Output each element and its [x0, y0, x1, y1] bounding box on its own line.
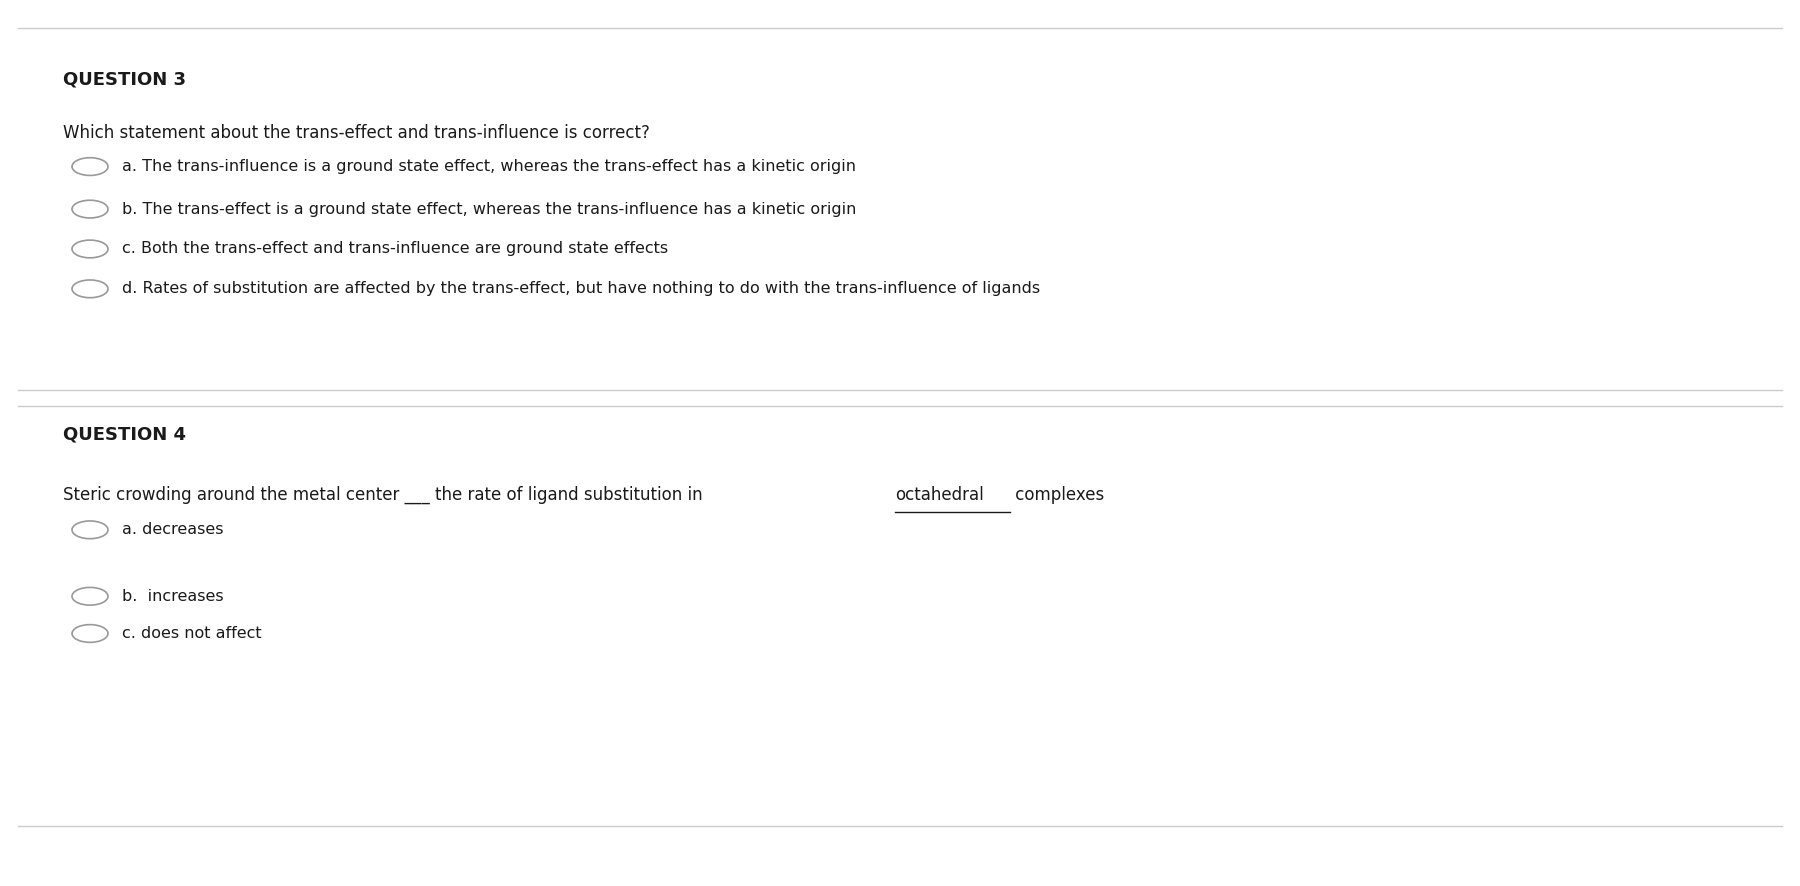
Text: QUESTION 4: QUESTION 4: [63, 425, 185, 443]
Text: Which statement about the trans-effect and trans-influence is correct?: Which statement about the trans-effect a…: [63, 124, 650, 142]
Text: d. Rates of substitution are affected by the trans-effect, but have nothing to d: d. Rates of substitution are affected by…: [122, 282, 1040, 296]
Text: a. The trans-influence is a ground state effect, whereas the trans-effect has a : a. The trans-influence is a ground state…: [122, 159, 857, 174]
Text: complexes: complexes: [1010, 486, 1103, 503]
Text: c. does not affect: c. does not affect: [122, 626, 263, 641]
Text: octahedral: octahedral: [895, 486, 985, 503]
Text: b.  increases: b. increases: [122, 589, 223, 603]
Text: a. decreases: a. decreases: [122, 523, 223, 537]
Text: b. The trans-effect is a ground state effect, whereas the trans-influence has a : b. The trans-effect is a ground state ef…: [122, 202, 857, 216]
Text: Steric crowding around the metal center ___ the rate of ligand substitution in: Steric crowding around the metal center …: [63, 486, 707, 504]
Text: c. Both the trans-effect and trans-influence are ground state effects: c. Both the trans-effect and trans-influ…: [122, 242, 668, 256]
Text: QUESTION 3: QUESTION 3: [63, 71, 185, 89]
